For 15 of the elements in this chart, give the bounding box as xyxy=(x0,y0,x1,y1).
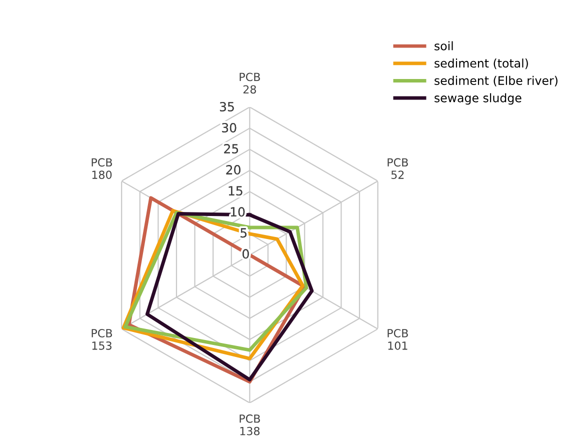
spoke-label: PCB 28 xyxy=(240,72,260,94)
y-tick-label: 35 xyxy=(220,102,234,112)
y-tick-label: 30 xyxy=(222,123,236,132)
y-tick-label: 20 xyxy=(226,165,240,175)
legend-label: sediment (total) xyxy=(434,58,528,70)
y-tick-label: 25 xyxy=(224,144,238,154)
legend-label: soil xyxy=(434,41,453,50)
spoke-label: PCB 180 xyxy=(92,158,112,180)
spoke-label: PCB 153 xyxy=(92,329,112,350)
spoke-label: PCB 52 xyxy=(388,158,408,180)
legend-label: sewage sludge xyxy=(434,93,522,105)
legend-label: sediment (Elbe river) xyxy=(434,76,558,86)
y-tick-label: 15 xyxy=(228,186,242,196)
spoke-label: PCB 138 xyxy=(240,414,260,436)
spoke-label: PCB 101 xyxy=(388,329,408,350)
